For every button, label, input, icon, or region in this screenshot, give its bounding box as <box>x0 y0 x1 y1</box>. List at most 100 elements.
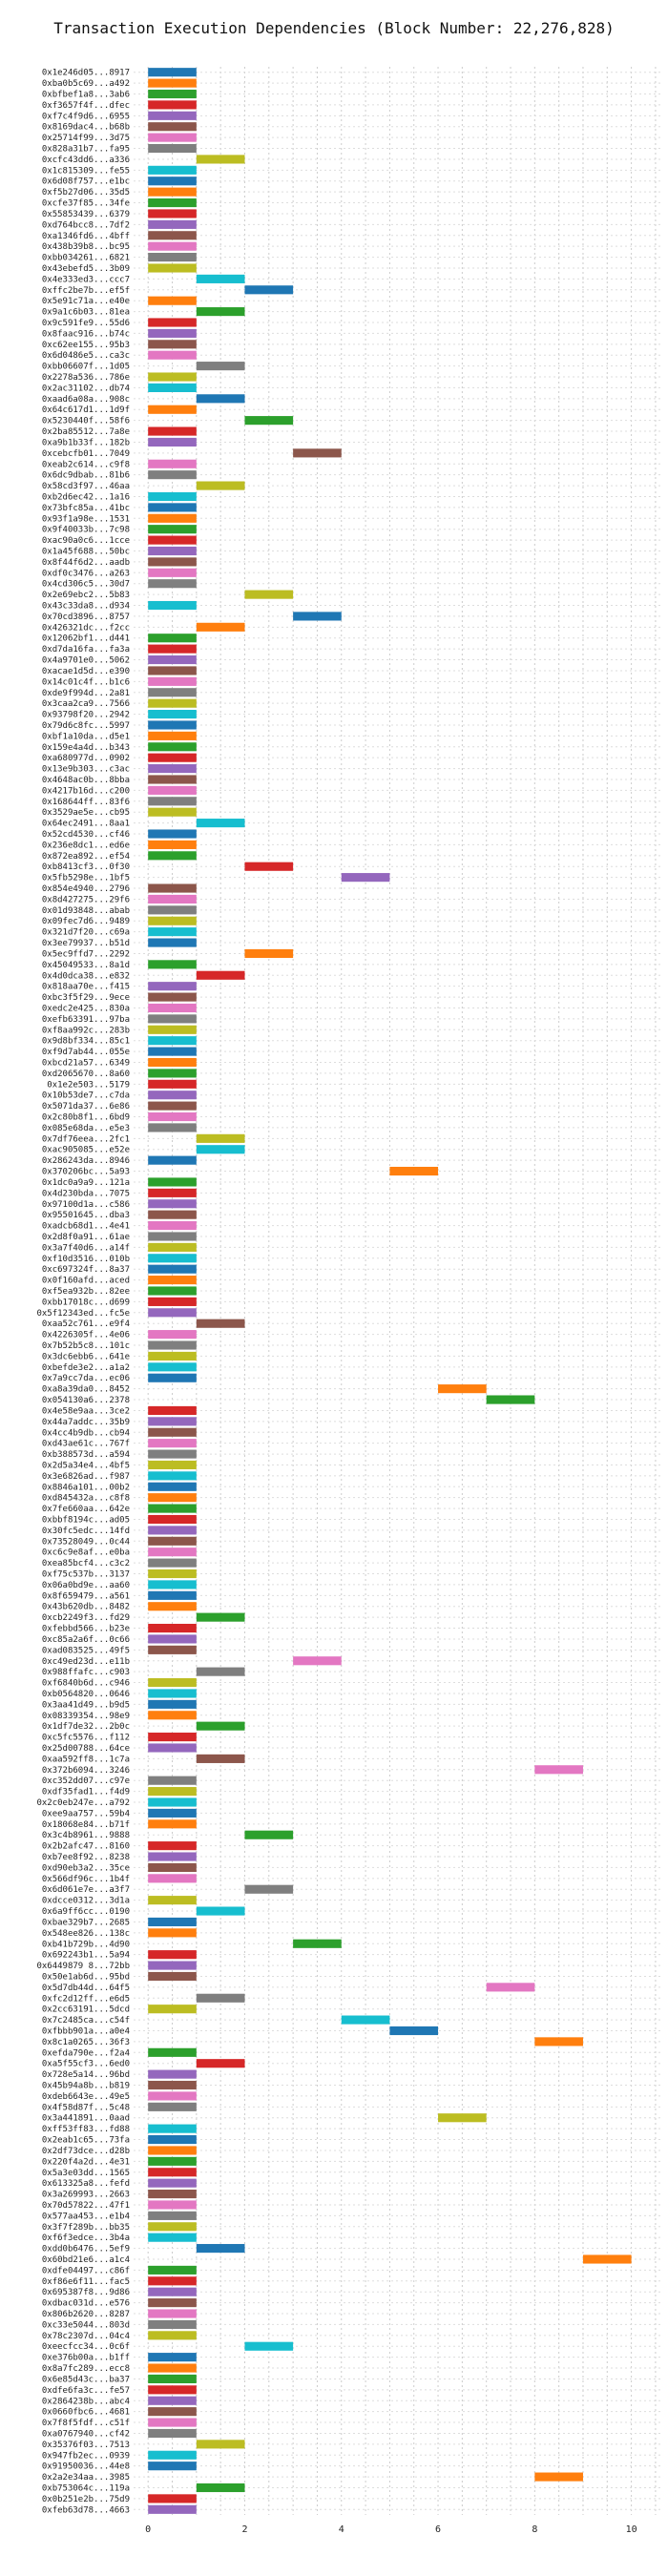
transaction-bar <box>196 2059 245 2068</box>
y-tick-label: 0xc6c9e8af...e0ba <box>42 1548 130 1558</box>
transaction-bar <box>486 1983 535 1992</box>
y-tick-label: 0x2eab1c65...73fa <box>42 2136 130 2146</box>
transaction-bar <box>148 2494 197 2503</box>
transaction-bar <box>148 2080 197 2090</box>
y-tick-label: 0x1df7de32...2b0c <box>42 1722 130 1732</box>
transaction-bar <box>148 938 197 947</box>
transaction-bar <box>148 231 197 240</box>
y-tick-label: 0xdd0b6476...5ef9 <box>42 2245 130 2254</box>
transaction-bar <box>148 1504 197 1513</box>
transaction-bar <box>148 840 197 849</box>
y-tick-label: 0xd90eb3a2...35ce <box>42 1863 130 1873</box>
y-tick-label: 0x7fe660aa...642e <box>42 1505 130 1514</box>
transaction-bar <box>148 764 197 774</box>
y-tick-label: 0x6dc9dbab...81b6 <box>42 471 130 481</box>
transaction-bar <box>148 1036 197 1046</box>
transaction-bar <box>148 797 197 806</box>
transaction-bar <box>148 2319 197 2329</box>
y-tick-label: 0x0f160afd...aced <box>42 1277 130 1286</box>
y-tick-label: 0x0b251e2b...75d9 <box>42 2495 130 2504</box>
transaction-bar <box>148 165 197 175</box>
y-tick-label: 0x6a9ff6cc...0190 <box>42 1907 130 1917</box>
transaction-bar <box>148 654 197 665</box>
y-tick-label: 0x35376f03...7513 <box>42 2441 130 2450</box>
transaction-bar <box>148 2407 197 2417</box>
transaction-bar <box>148 1699 197 1709</box>
y-tick-label: 0xa0767940...cf42 <box>42 2429 130 2439</box>
y-tick-label: 0xa5f55cf3...6ed0 <box>42 2060 130 2069</box>
transaction-bar <box>148 503 197 512</box>
transaction-bar <box>148 1057 197 1068</box>
transaction-bar <box>148 2190 197 2199</box>
transaction-bar <box>196 970 245 980</box>
y-tick-label: 0x4a9701e0...5062 <box>42 656 130 666</box>
y-tick-label: 0x168644ff...83f6 <box>42 798 130 807</box>
y-tick-label: 0xf8aa992c...283b <box>42 1026 130 1035</box>
transaction-bar <box>196 819 245 828</box>
transaction-bar <box>148 2156 197 2166</box>
y-tick-label: 0x3c4b8961...9888 <box>42 1831 130 1840</box>
y-tick-label: 0x7df76eea...2fc1 <box>42 1134 130 1144</box>
transaction-bar <box>148 1111 197 1122</box>
y-tick-label: 0x692243b1...5a94 <box>42 1951 130 1961</box>
y-tick-label: 0x52cd4530...cf46 <box>42 830 130 840</box>
transaction-bar <box>148 2233 197 2242</box>
transaction-bar <box>148 1417 197 1426</box>
transaction-bar <box>148 1514 197 1525</box>
transaction-bar <box>148 698 197 708</box>
y-tick-label: 0x286243da...8946 <box>42 1156 130 1166</box>
y-tick-label: 0xa1346fd6...4bff <box>42 232 130 241</box>
transaction-bar <box>148 1733 197 1742</box>
transaction-bar <box>196 1721 245 1731</box>
y-tick-label: 0x818aa70e...f415 <box>42 983 130 992</box>
transaction-bar <box>148 742 197 752</box>
transaction-bar <box>148 1917 197 1927</box>
transaction-bar <box>148 2222 197 2232</box>
y-tick-label: 0xbc3f5f29...9ece <box>42 993 130 1003</box>
y-tick-label: 0x828a31b7...fa95 <box>42 145 130 155</box>
y-tick-label: 0x9a1c6b03...81ea <box>42 308 130 318</box>
y-tick-label: 0x613325a8...fefd <box>42 2179 130 2189</box>
y-tick-label: 0x236e8dc1...ed6e <box>42 841 130 850</box>
y-tick-label: 0x78c2307d...04c4 <box>42 2332 130 2341</box>
y-tick-label: 0x2cc63191...5dcd <box>42 2005 130 2015</box>
transaction-bar <box>148 2200 197 2210</box>
y-tick-label: 0x06a0bd9e...aa60 <box>42 1581 130 1590</box>
y-tick-label: 0xfeb63d78...4663 <box>42 2505 130 2515</box>
transaction-bar <box>244 285 294 295</box>
transaction-bar <box>148 1961 197 1970</box>
transaction-bar <box>148 328 197 338</box>
transaction-bar <box>148 1373 197 1382</box>
transaction-bar <box>148 1188 197 1197</box>
transaction-bar <box>148 1155 197 1165</box>
y-tick-label: 0x70cd3896...8757 <box>42 613 130 622</box>
y-tick-label: 0x9d8bf334...85c1 <box>42 1037 130 1047</box>
x-tick-label: 8 <box>532 2524 537 2535</box>
y-tick-label: 0xefb63391...97ba <box>42 1015 130 1025</box>
transaction-bar <box>148 1330 197 1340</box>
y-tick-label: 0x1c815309...fe55 <box>42 166 130 176</box>
transaction-bar <box>148 437 197 447</box>
y-tick-label: 0x054130a6...2378 <box>42 1396 130 1405</box>
y-tick-label: 0xf86e6f11...fac5 <box>42 2277 130 2287</box>
y-tick-label: 0xb41b729b...4d90 <box>42 1940 130 1949</box>
transaction-bar <box>148 1362 197 1372</box>
transaction-bar <box>148 1819 197 1829</box>
bar-group <box>148 68 632 2514</box>
transaction-bar <box>148 2134 197 2145</box>
transaction-bar <box>148 2504 197 2514</box>
transaction-bar <box>293 612 342 621</box>
transaction-bar <box>148 2178 197 2188</box>
y-tick-label: 0x9f40033b...7c98 <box>42 526 130 535</box>
y-tick-label: 0x159e4a4d...b343 <box>42 743 130 753</box>
transaction-bar <box>148 1808 197 1818</box>
transaction-bar <box>148 1025 197 1034</box>
transaction-bar <box>148 600 197 611</box>
transaction-bar <box>148 2005 197 2014</box>
transaction-bar <box>148 1548 197 1557</box>
y-tick-label: 0x43c33da8...d934 <box>42 602 130 612</box>
transaction-bar <box>341 873 390 883</box>
y-tick-label: 0x8a7fc289...ecc8 <box>42 2364 130 2374</box>
transaction-bar <box>148 1493 197 1503</box>
y-tick-label: 0x6d0486e5...ca3c <box>42 351 130 361</box>
